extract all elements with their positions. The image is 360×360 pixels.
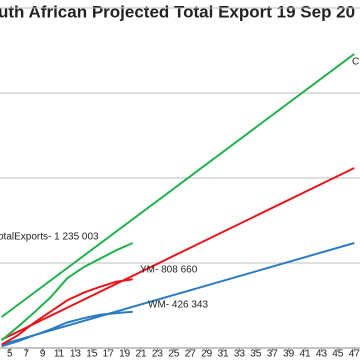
x-tick-label: 43 bbox=[316, 349, 328, 360]
x-tick-label: 29 bbox=[201, 349, 213, 360]
series-line bbox=[1, 53, 355, 318]
x-tick-label: 13 bbox=[70, 349, 82, 360]
x-tick-label: 25 bbox=[168, 349, 180, 360]
annotation: C bbox=[352, 57, 359, 68]
series-line bbox=[1, 278, 133, 346]
plot-area bbox=[0, 53, 355, 348]
x-tick-label: 9 bbox=[40, 349, 46, 360]
x-tick-label: 39 bbox=[283, 349, 295, 360]
x-tick-label: 5 bbox=[7, 349, 13, 360]
x-tick-label: 35 bbox=[250, 349, 262, 360]
x-tick-label: 33 bbox=[234, 349, 246, 360]
x-tick-label: 15 bbox=[86, 349, 98, 360]
series-line bbox=[1, 167, 355, 341]
x-tick-label: 27 bbox=[185, 349, 197, 360]
x-tick-label: 47 bbox=[349, 349, 360, 360]
x-tick-label: 23 bbox=[152, 349, 164, 360]
x-tick-label: 21 bbox=[135, 349, 147, 360]
x-tick-label: 7 bbox=[23, 349, 29, 360]
x-tick-label: 19 bbox=[119, 349, 131, 360]
annotation: YM- 808 660 bbox=[140, 265, 198, 276]
series-line bbox=[1, 242, 355, 346]
x-tick-label: 45 bbox=[332, 349, 344, 360]
annotation: otalExports- 1 235 003 bbox=[0, 232, 99, 243]
chart-title: uth African Projected Total Export 19 Se… bbox=[0, 2, 355, 21]
x-tick-label: 17 bbox=[103, 349, 115, 360]
series-line bbox=[1, 310, 133, 348]
x-tick-label: 11 bbox=[54, 349, 65, 360]
series-line bbox=[0, 242, 134, 342]
x-tick-label: 37 bbox=[267, 349, 279, 360]
x-tick-label: 41 bbox=[299, 349, 311, 360]
x-tick-label: 31 bbox=[217, 349, 229, 360]
annotation: WM- 426 343 bbox=[148, 300, 208, 311]
